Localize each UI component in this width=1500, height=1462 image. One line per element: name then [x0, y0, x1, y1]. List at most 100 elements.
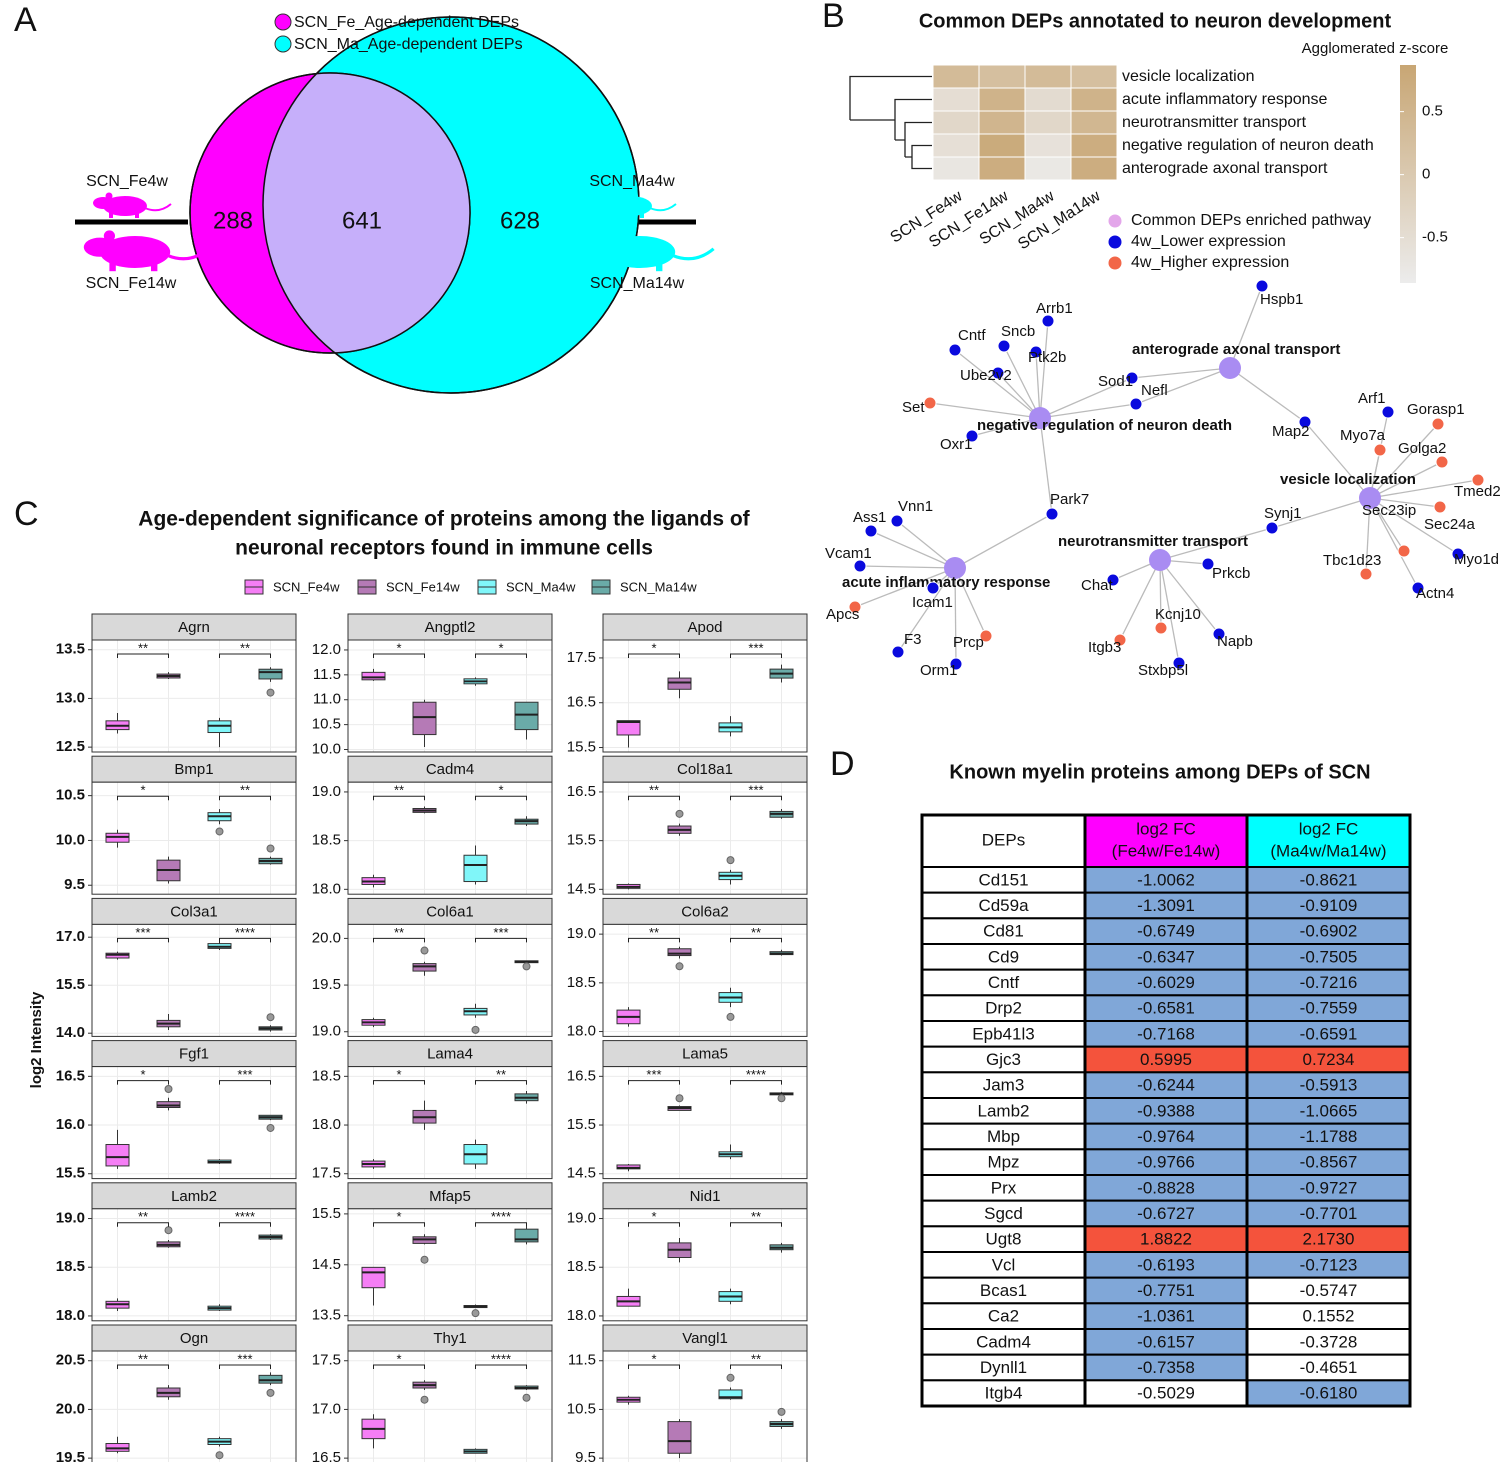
- network-edge: [971, 417, 1041, 437]
- rat-icon: [109, 212, 113, 218]
- significance-label: *: [498, 640, 503, 655]
- box-outlier: [266, 1013, 275, 1022]
- pathway-label: anterograde axonal transport: [1132, 341, 1340, 358]
- significance-bracket: [117, 1364, 169, 1369]
- table-cell: [1246, 1045, 1411, 1074]
- cell-text: -0.7559: [1300, 999, 1358, 1018]
- gene-node: [997, 339, 1011, 353]
- gene-node: [853, 559, 867, 573]
- significance-bracket: [373, 1222, 425, 1227]
- panel-letter: A: [14, 1, 37, 39]
- colorbar-tick-label: 0.5: [1422, 103, 1443, 120]
- box-body: [667, 677, 692, 690]
- significance-label: ***: [237, 1351, 252, 1366]
- significance-label: ***: [135, 925, 150, 940]
- gene-label: Icam1: [912, 594, 953, 611]
- gene-node: [891, 645, 905, 659]
- facet-label: Thy1: [433, 1330, 466, 1347]
- y-tick-label: 15.5: [56, 976, 85, 993]
- box-outlier: [164, 1226, 173, 1235]
- significance-bracket: [475, 653, 527, 658]
- facet-border: [91, 781, 297, 895]
- network-edge: [1039, 320, 1049, 419]
- box-outlier: [215, 827, 224, 836]
- rat-icon: [103, 196, 147, 216]
- gene-node: [1045, 507, 1059, 521]
- y-tick-label: 15.5: [56, 1165, 85, 1182]
- facet-border: [602, 1208, 808, 1322]
- rat-icon: [614, 261, 621, 272]
- network-edge: [1369, 497, 1459, 555]
- gene-label: Chat: [1081, 577, 1114, 594]
- gene-node: [1471, 473, 1485, 487]
- significance-bracket: [628, 1080, 680, 1085]
- gene-node: [1431, 417, 1445, 431]
- cell-text: 0.1552: [1303, 1307, 1355, 1326]
- cell-text: Cd151: [978, 870, 1028, 889]
- facet-label: Col18a1: [677, 761, 733, 778]
- facet-border: [602, 781, 808, 895]
- y-tick-label: 17.5: [312, 1165, 341, 1182]
- gene-label: Ass1: [853, 509, 886, 526]
- significance-bracket: [219, 795, 271, 801]
- gene-node: [1129, 397, 1143, 411]
- rat-icon: [166, 247, 210, 261]
- facet-panel: [348, 924, 552, 1037]
- rat-icon: [610, 192, 618, 200]
- cell-text: -0.6157: [1137, 1332, 1195, 1351]
- significance-bracket: [373, 653, 425, 658]
- significance-label: ***: [748, 640, 763, 655]
- network-edge: [1365, 497, 1371, 575]
- rat-icon: [604, 236, 676, 268]
- significance-label: **: [751, 1209, 761, 1224]
- gene-node: [1041, 314, 1055, 328]
- gene-label: Vnn1: [898, 498, 933, 515]
- rat-icon: [103, 230, 115, 242]
- y-tick-label: 10.5: [56, 787, 85, 804]
- gene-node: [1435, 455, 1449, 469]
- box-body: [105, 1144, 130, 1167]
- legend-key: [1107, 255, 1123, 271]
- dendrogram: [849, 75, 932, 170]
- cell-text: 2.1730: [1303, 1230, 1355, 1249]
- facet-panel: [348, 1066, 552, 1179]
- y-tick-label: 11.0: [313, 691, 341, 708]
- heatmap-cell: [978, 133, 1026, 158]
- box-outlier: [675, 809, 684, 818]
- facet-border: [347, 923, 553, 1037]
- cell-text: -0.3728: [1300, 1332, 1358, 1351]
- gene-node: [1172, 656, 1186, 670]
- heatmap-cell: [1024, 87, 1072, 112]
- table-cell: [1084, 943, 1248, 971]
- rat-icon: [671, 247, 715, 261]
- cell-text: -0.6180: [1300, 1384, 1358, 1403]
- gene-node: [1451, 547, 1465, 561]
- legend-label: SCN_Ma_Age-dependent DEPs: [294, 36, 523, 53]
- y-tick-label: 9.5: [575, 1449, 596, 1462]
- chart-title: neuronal receptors found in immune cells: [235, 537, 653, 560]
- row-label: acute inflammatory response: [1122, 91, 1328, 108]
- legend-key: [274, 13, 292, 31]
- facet-label: Nid1: [690, 1188, 721, 1205]
- box-outlier: [726, 1373, 735, 1382]
- rat-icon: [151, 261, 158, 272]
- significance-label: *: [396, 640, 401, 655]
- cell-text: -0.8567: [1300, 1153, 1358, 1172]
- table-title: Known myelin proteins among DEPs of SCN: [949, 761, 1370, 783]
- pathway-label: negative regulation of neuron death: [977, 417, 1232, 434]
- header-text: (Fe4w/Fe14w): [1112, 841, 1221, 860]
- table-cell: [921, 917, 1086, 945]
- significance-bracket: [219, 1080, 271, 1085]
- gene-label: Stxbp5l: [1138, 662, 1188, 679]
- facet-border: [91, 639, 297, 753]
- y-tick-label: 17.0: [312, 1400, 341, 1417]
- facet-strip: [347, 613, 553, 641]
- gene-label: Park7: [1050, 491, 1089, 508]
- y-tick-label: 10.5: [312, 716, 341, 733]
- y-tick-label: 15.5: [567, 738, 596, 755]
- significance-label: ***: [646, 1067, 661, 1082]
- facet-label: Angptl2: [425, 619, 476, 636]
- gene-label: Ube2v2: [960, 367, 1012, 384]
- significance-bracket: [219, 653, 271, 658]
- row-label: vesicle localization: [1122, 68, 1255, 85]
